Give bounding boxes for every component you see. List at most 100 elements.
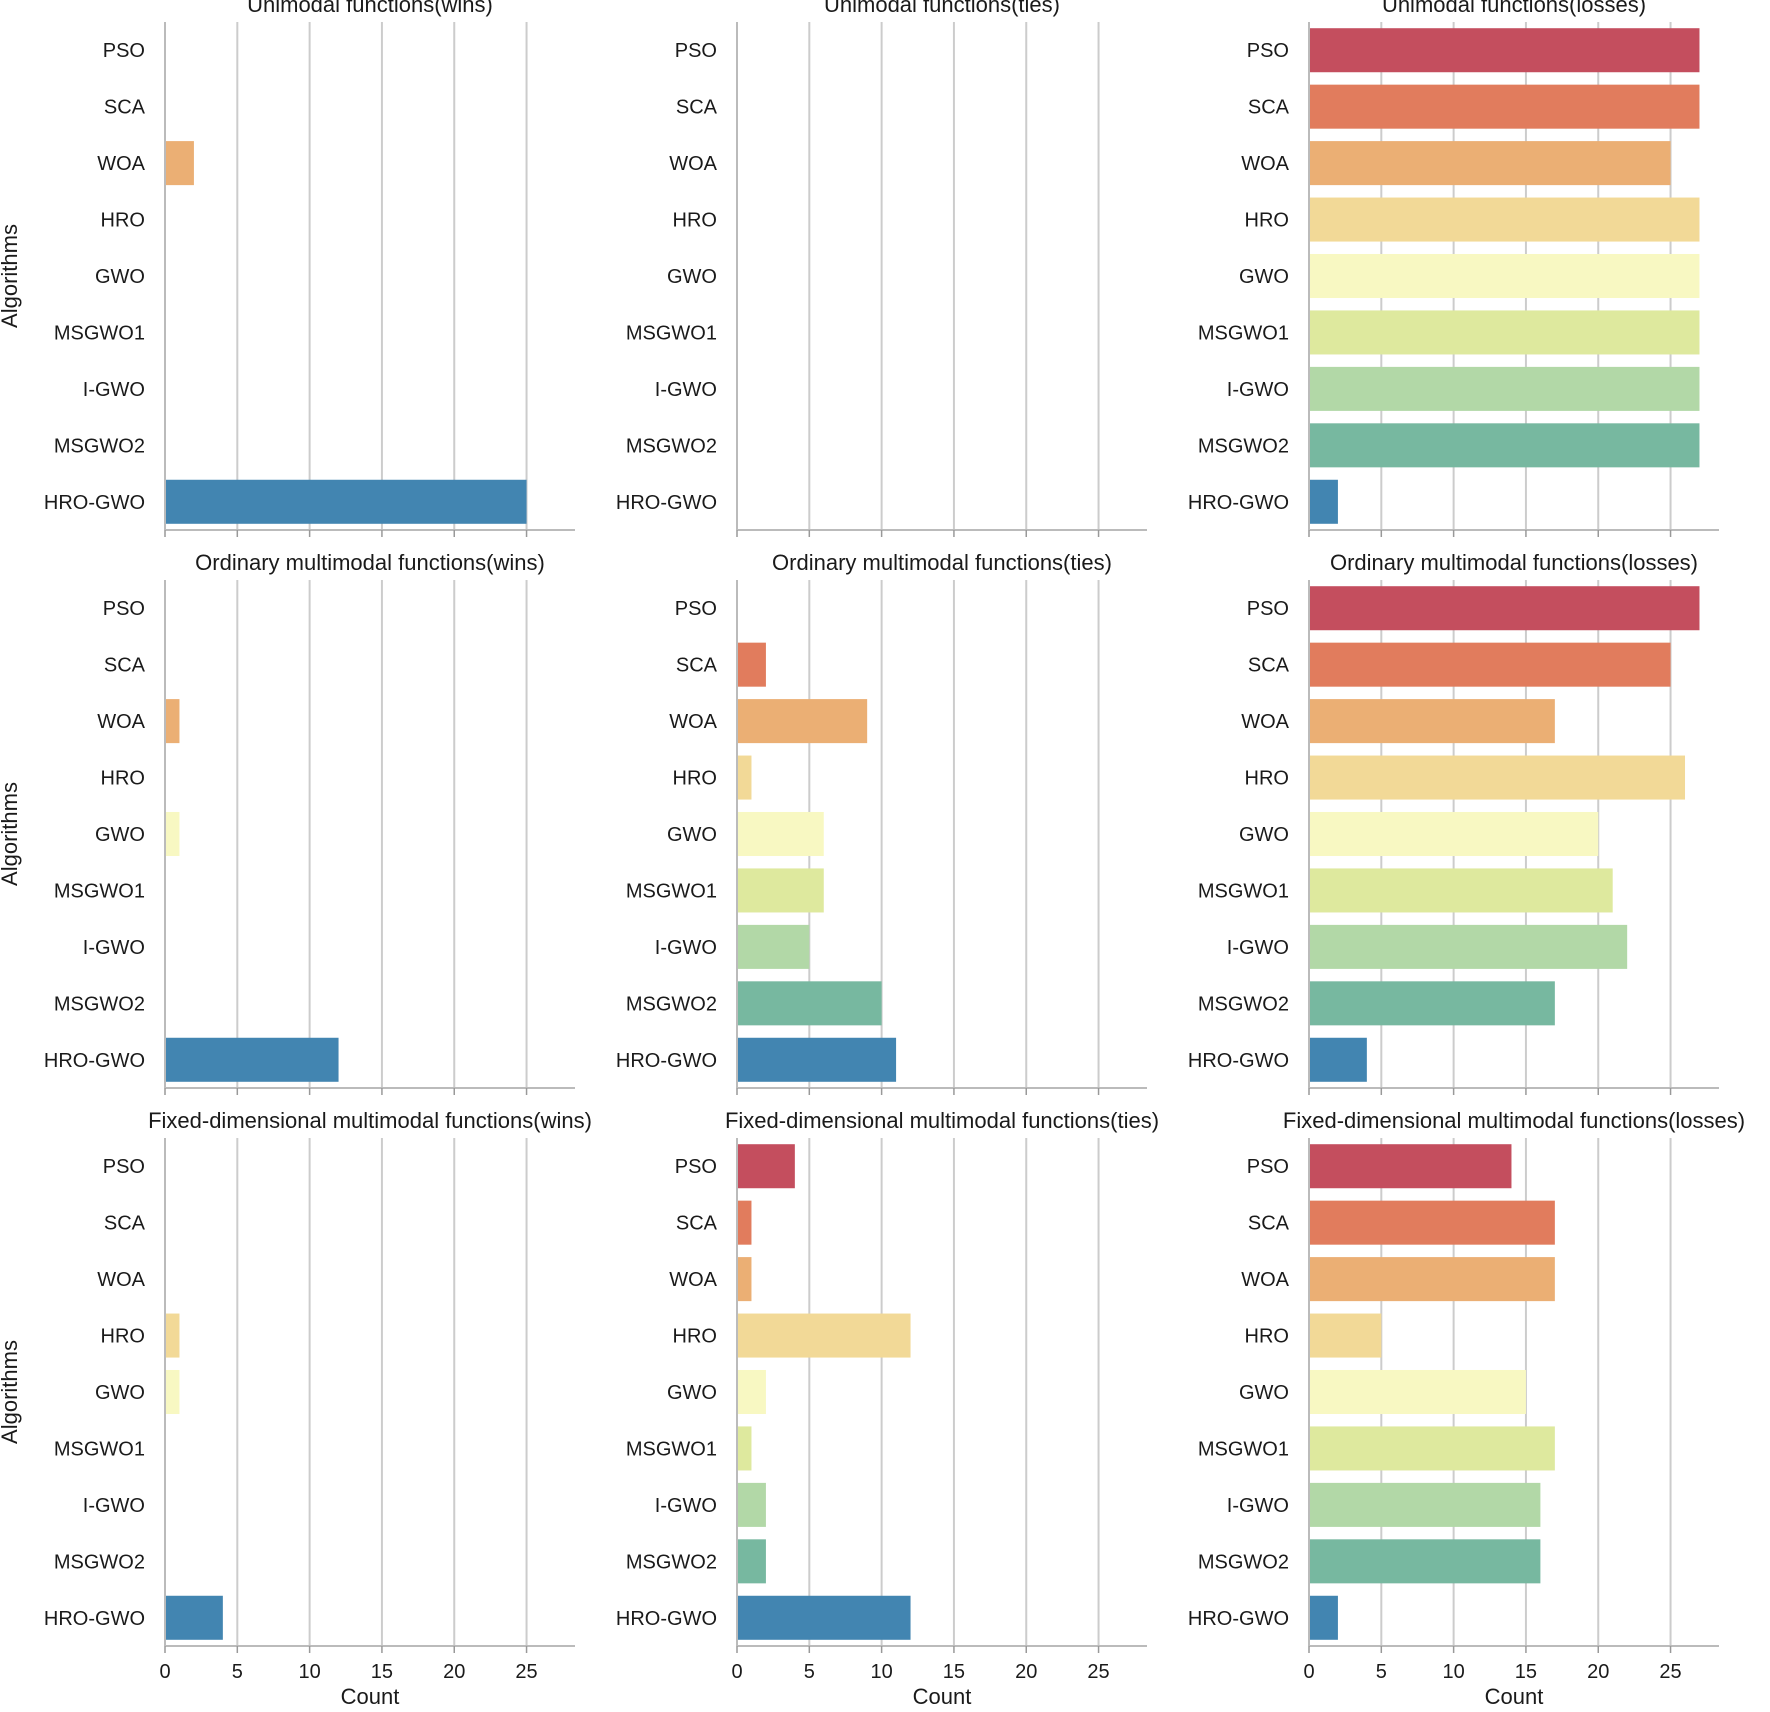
y-tick-label: MSGWO2 bbox=[626, 993, 717, 1015]
y-tick-label: HRO bbox=[101, 1326, 145, 1348]
y-axis-label: Algorithms bbox=[0, 224, 22, 328]
bar-sca bbox=[1309, 84, 1700, 129]
bar-msgwo2 bbox=[1309, 981, 1555, 1026]
bar-i-gwo bbox=[1309, 924, 1628, 969]
y-tick-label: MSGWO2 bbox=[54, 435, 145, 457]
bar-woa bbox=[1309, 141, 1671, 186]
y-tick-label: I-GWO bbox=[83, 1495, 145, 1517]
y-tick-label: MSGWO1 bbox=[1198, 1438, 1289, 1460]
bar-woa bbox=[1309, 699, 1555, 744]
y-tick-label: MSGWO2 bbox=[1198, 993, 1289, 1015]
bar-msgwo2 bbox=[1309, 423, 1700, 468]
bar-hro bbox=[165, 1313, 180, 1358]
x-axis-label: Count bbox=[1485, 1684, 1544, 1709]
x-tick-label: 0 bbox=[731, 1661, 742, 1683]
x-tick-label: 10 bbox=[1442, 1661, 1464, 1683]
bar-hro-gwo bbox=[165, 1037, 339, 1082]
y-tick-label: PSO bbox=[675, 1156, 717, 1178]
y-tick-label: HRO-GWO bbox=[616, 1608, 717, 1630]
x-tick-label: 20 bbox=[1587, 1661, 1609, 1683]
bar-msgwo1 bbox=[737, 1426, 752, 1471]
y-tick-label: HRO bbox=[1245, 1326, 1289, 1348]
y-tick-label: SCA bbox=[104, 97, 146, 119]
y-tick-label: PSO bbox=[1247, 1156, 1289, 1178]
y-tick-label: WOA bbox=[1241, 1269, 1289, 1291]
bar-hro-gwo bbox=[737, 1037, 897, 1082]
bar-gwo bbox=[1309, 253, 1700, 299]
y-tick-label: MSGWO1 bbox=[626, 322, 717, 344]
bar-hro bbox=[1309, 1313, 1382, 1358]
bar-gwo bbox=[165, 811, 180, 857]
bar-hro bbox=[1309, 197, 1700, 242]
panel-title: Fixed-dimensional multimodal functions(l… bbox=[1283, 1108, 1745, 1133]
bar-woa bbox=[737, 699, 868, 744]
y-tick-label: SCA bbox=[676, 97, 718, 119]
y-tick-label: HRO bbox=[673, 210, 717, 232]
bar-sca bbox=[1309, 1200, 1555, 1245]
x-tick-label: 25 bbox=[1087, 1661, 1109, 1683]
y-tick-label: GWO bbox=[667, 1382, 717, 1404]
bar-hro-gwo bbox=[737, 1595, 911, 1640]
bar-hro-gwo bbox=[1309, 479, 1338, 524]
y-tick-label: PSO bbox=[103, 40, 145, 62]
y-tick-label: SCA bbox=[104, 655, 146, 677]
y-tick-label: I-GWO bbox=[655, 1495, 717, 1517]
y-tick-label: MSGWO2 bbox=[1198, 1551, 1289, 1573]
bar-i-gwo bbox=[737, 924, 810, 969]
bar-sca bbox=[737, 1200, 752, 1245]
bar-pso bbox=[1309, 28, 1700, 73]
x-tick-label: 25 bbox=[515, 1661, 537, 1683]
y-axis-label: Algorithms bbox=[0, 1340, 22, 1444]
y-tick-label: I-GWO bbox=[1227, 379, 1289, 401]
y-tick-label: MSGWO1 bbox=[54, 322, 145, 344]
y-tick-label: MSGWO2 bbox=[626, 435, 717, 457]
y-axis-label: Algorithms bbox=[0, 782, 22, 886]
y-tick-label: WOA bbox=[97, 153, 145, 175]
y-tick-label: HRO-GWO bbox=[44, 1050, 145, 1072]
panel-title: Fixed-dimensional multimodal functions(t… bbox=[725, 1108, 1159, 1133]
bar-woa bbox=[165, 699, 180, 744]
y-tick-label: WOA bbox=[1241, 711, 1289, 733]
y-tick-label: HRO bbox=[673, 768, 717, 790]
y-tick-label: I-GWO bbox=[655, 379, 717, 401]
y-tick-label: SCA bbox=[1248, 97, 1290, 119]
bar-gwo bbox=[1309, 1369, 1526, 1415]
x-tick-label: 15 bbox=[943, 1661, 965, 1683]
y-tick-label: SCA bbox=[1248, 655, 1290, 677]
panel-title: Unimodal functions(ties) bbox=[824, 0, 1060, 17]
x-tick-label: 10 bbox=[298, 1661, 320, 1683]
bar-hro-gwo bbox=[1309, 1037, 1367, 1082]
bar-sca bbox=[1309, 642, 1671, 687]
x-axis-label: Count bbox=[341, 1684, 400, 1709]
bar-hro-gwo bbox=[1309, 1595, 1338, 1640]
bar-msgwo1 bbox=[737, 868, 824, 913]
bar-hro-gwo bbox=[165, 1595, 223, 1640]
y-tick-label: PSO bbox=[103, 598, 145, 620]
panel-title: Unimodal functions(losses) bbox=[1382, 0, 1646, 17]
bar-gwo bbox=[737, 811, 824, 857]
y-tick-label: HRO-GWO bbox=[1188, 1050, 1289, 1072]
x-tick-label: 15 bbox=[371, 1661, 393, 1683]
y-tick-label: GWO bbox=[1239, 1382, 1289, 1404]
panel-title: Ordinary multimodal functions(wins) bbox=[195, 550, 545, 575]
bar-gwo bbox=[737, 1369, 766, 1415]
bar-msgwo1 bbox=[1309, 310, 1700, 355]
y-tick-label: WOA bbox=[669, 153, 717, 175]
y-tick-label: HRO bbox=[1245, 768, 1289, 790]
y-tick-label: I-GWO bbox=[655, 937, 717, 959]
panel-title: Ordinary multimodal functions(ties) bbox=[772, 550, 1112, 575]
y-tick-label: MSGWO2 bbox=[626, 1551, 717, 1573]
y-tick-label: PSO bbox=[675, 598, 717, 620]
bar-msgwo2 bbox=[737, 1539, 766, 1584]
bar-woa bbox=[165, 141, 194, 186]
y-tick-label: WOA bbox=[669, 1269, 717, 1291]
y-tick-label: PSO bbox=[675, 40, 717, 62]
y-tick-label: I-GWO bbox=[83, 379, 145, 401]
bar-hro bbox=[737, 755, 752, 800]
y-tick-label: HRO-GWO bbox=[1188, 492, 1289, 514]
y-tick-label: MSGWO1 bbox=[626, 1438, 717, 1460]
y-tick-label: GWO bbox=[667, 266, 717, 288]
y-tick-label: HRO bbox=[101, 210, 145, 232]
bar-i-gwo bbox=[1309, 366, 1700, 411]
